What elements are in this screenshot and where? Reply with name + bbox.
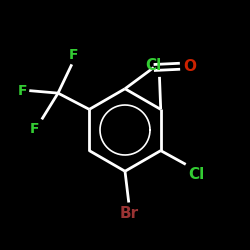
Text: F: F [68, 48, 78, 62]
Text: Br: Br [119, 206, 138, 221]
Text: F: F [30, 122, 39, 136]
Text: O: O [184, 59, 197, 74]
Text: Cl: Cl [145, 58, 161, 73]
Text: Cl: Cl [188, 167, 204, 182]
Text: F: F [17, 84, 27, 98]
